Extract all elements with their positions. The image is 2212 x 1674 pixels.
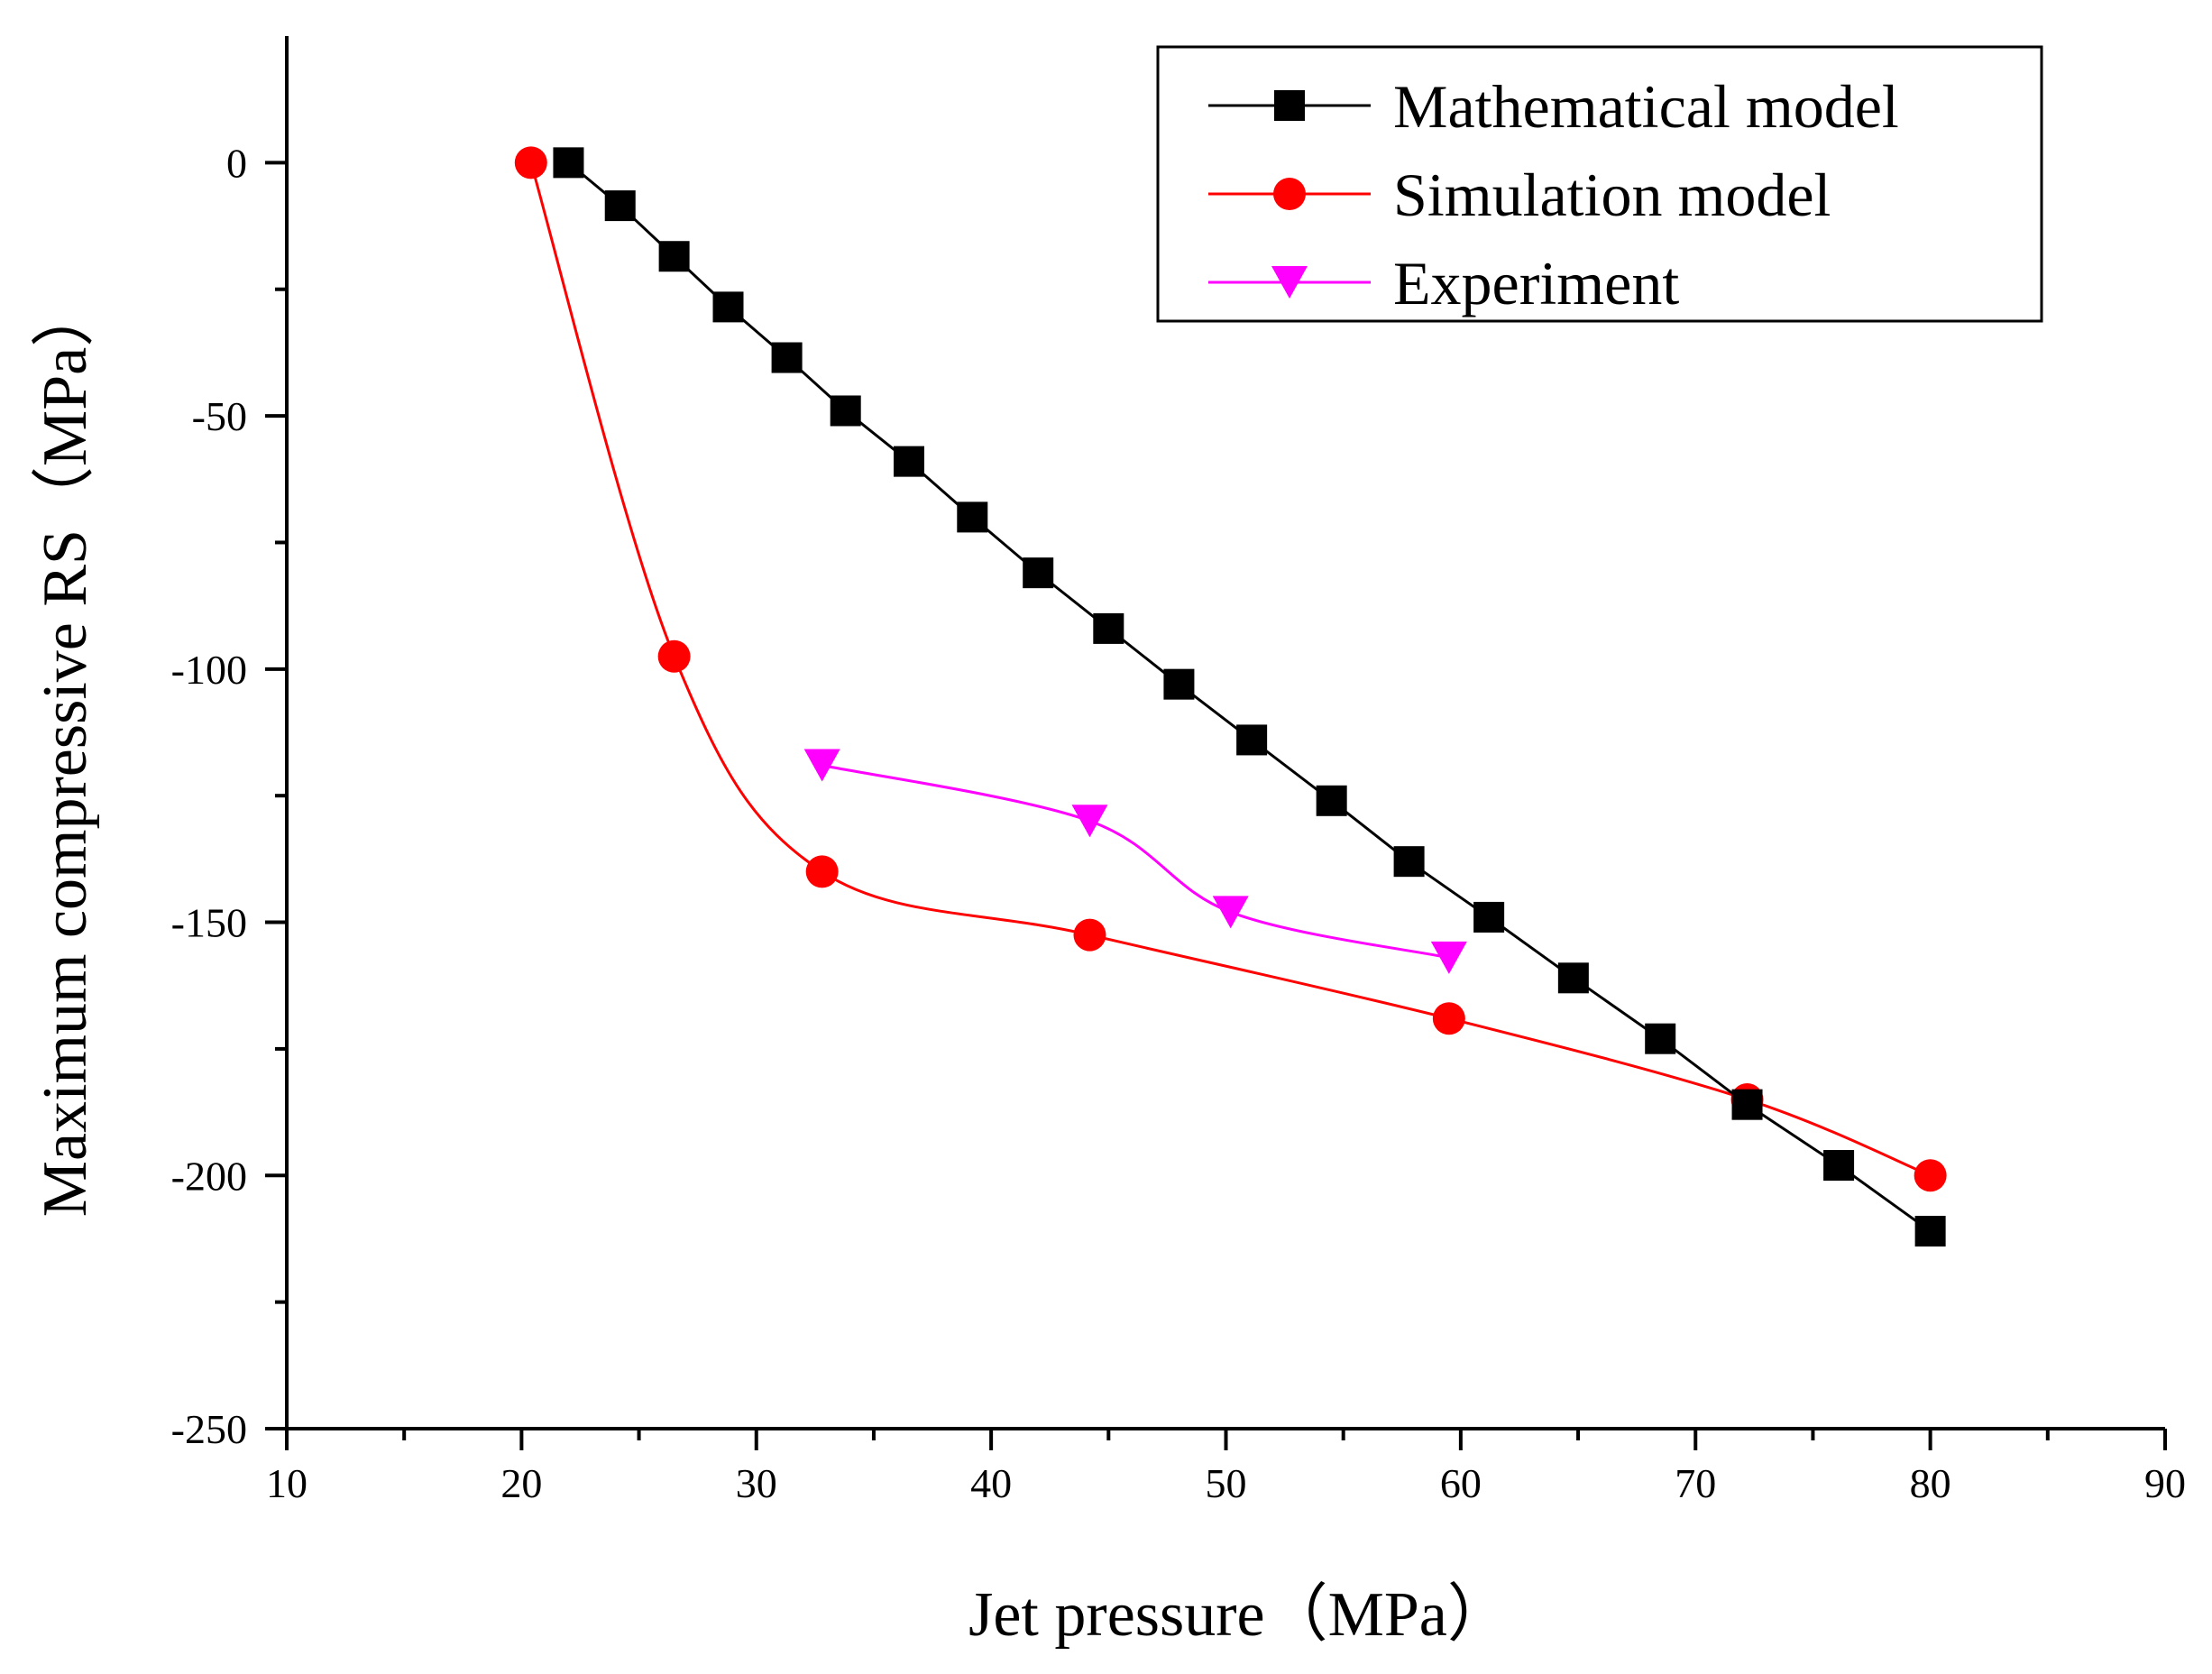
data-point-simulation-model bbox=[1432, 1002, 1465, 1035]
y-tick-label: -200 bbox=[171, 1153, 247, 1199]
series-line-mathematical-model bbox=[567, 161, 1932, 1233]
data-point-mathematical-model bbox=[1393, 846, 1425, 878]
data-point-mathematical-model bbox=[1557, 962, 1589, 994]
x-axis-title: Jet pressure（MPa） bbox=[968, 1580, 1510, 1650]
legend-label-experiment: Experiment bbox=[1393, 249, 1679, 317]
x-tick-label: 10 bbox=[266, 1460, 307, 1506]
data-point-mathematical-model bbox=[658, 241, 690, 272]
axes: 10 20 30 40 50 60 70 80 90 0 -50 -100 -150 -200 -250 Je… bbox=[31, 36, 2186, 1650]
x-tick-label: 50 bbox=[1206, 1460, 1247, 1506]
data-point-simulation-model bbox=[1914, 1159, 1947, 1192]
data-point-experiment bbox=[1212, 896, 1249, 929]
data-point-mathematical-model bbox=[712, 291, 744, 323]
x-tick-label: 90 bbox=[2144, 1460, 2186, 1506]
data-point-simulation-model bbox=[514, 146, 547, 179]
x-tick-label: 60 bbox=[1440, 1460, 1482, 1506]
data-point-simulation-model bbox=[1073, 918, 1106, 952]
data-point-mathematical-model bbox=[1823, 1150, 1855, 1182]
series-simulation-model bbox=[514, 146, 1947, 1192]
y-axis-title: Maximum compressive RS（MPa） bbox=[31, 284, 100, 1217]
data-point-mathematical-model bbox=[1731, 1089, 1763, 1120]
legend-marker-experiment bbox=[1271, 266, 1308, 299]
x-tick-label: 80 bbox=[1910, 1460, 1951, 1506]
y-tick-label: -100 bbox=[171, 647, 247, 693]
data-point-mathematical-model bbox=[553, 147, 584, 179]
data-point-mathematical-model bbox=[1645, 1023, 1676, 1054]
data-point-mathematical-model bbox=[1023, 557, 1054, 589]
y-tick-label: -250 bbox=[171, 1406, 247, 1452]
legend-box bbox=[1156, 45, 2043, 323]
data-point-mathematical-model bbox=[957, 501, 988, 533]
data-point-mathematical-model bbox=[771, 342, 803, 373]
x-tick-label: 70 bbox=[1675, 1460, 1716, 1506]
data-point-mathematical-model bbox=[1316, 785, 1347, 816]
data-point-mathematical-model bbox=[1093, 612, 1124, 644]
data-point-experiment bbox=[1430, 941, 1467, 974]
data-point-experiment bbox=[1071, 805, 1108, 838]
data-point-mathematical-model bbox=[1914, 1216, 1946, 1247]
legend-label-mathematical-model: Mathematical model bbox=[1393, 72, 1899, 141]
series-layer bbox=[514, 146, 1947, 1247]
x-tick-label: 40 bbox=[970, 1460, 1012, 1506]
legend-marker-mathematical-model bbox=[1274, 90, 1305, 121]
data-point-mathematical-model bbox=[1473, 901, 1505, 933]
data-point-simulation-model bbox=[657, 639, 691, 673]
legend-label-simulation-model: Simulation model bbox=[1393, 161, 1831, 229]
data-point-mathematical-model bbox=[1163, 668, 1195, 700]
series-line-simulation-model bbox=[529, 161, 1932, 1177]
data-point-mathematical-model bbox=[893, 446, 924, 477]
series-mathematical-model bbox=[553, 147, 1946, 1247]
series-experiment bbox=[803, 749, 1467, 974]
x-tick-label: 20 bbox=[500, 1460, 542, 1506]
x-tick-label: 30 bbox=[736, 1460, 777, 1506]
data-point-mathematical-model bbox=[604, 190, 636, 222]
data-point-simulation-model bbox=[805, 855, 839, 888]
y-tick-label: -150 bbox=[171, 900, 247, 946]
data-point-mathematical-model bbox=[1236, 724, 1268, 756]
series-line-experiment bbox=[821, 764, 1450, 960]
data-point-mathematical-model bbox=[830, 395, 861, 427]
legend-marker-simulation-model bbox=[1273, 178, 1306, 210]
y-tick-label: -50 bbox=[192, 393, 247, 439]
y-tick-label: 0 bbox=[226, 140, 247, 186]
data-point-experiment bbox=[803, 749, 840, 782]
legend: Mathematical model Simulation model Experi… bbox=[1156, 45, 2043, 323]
